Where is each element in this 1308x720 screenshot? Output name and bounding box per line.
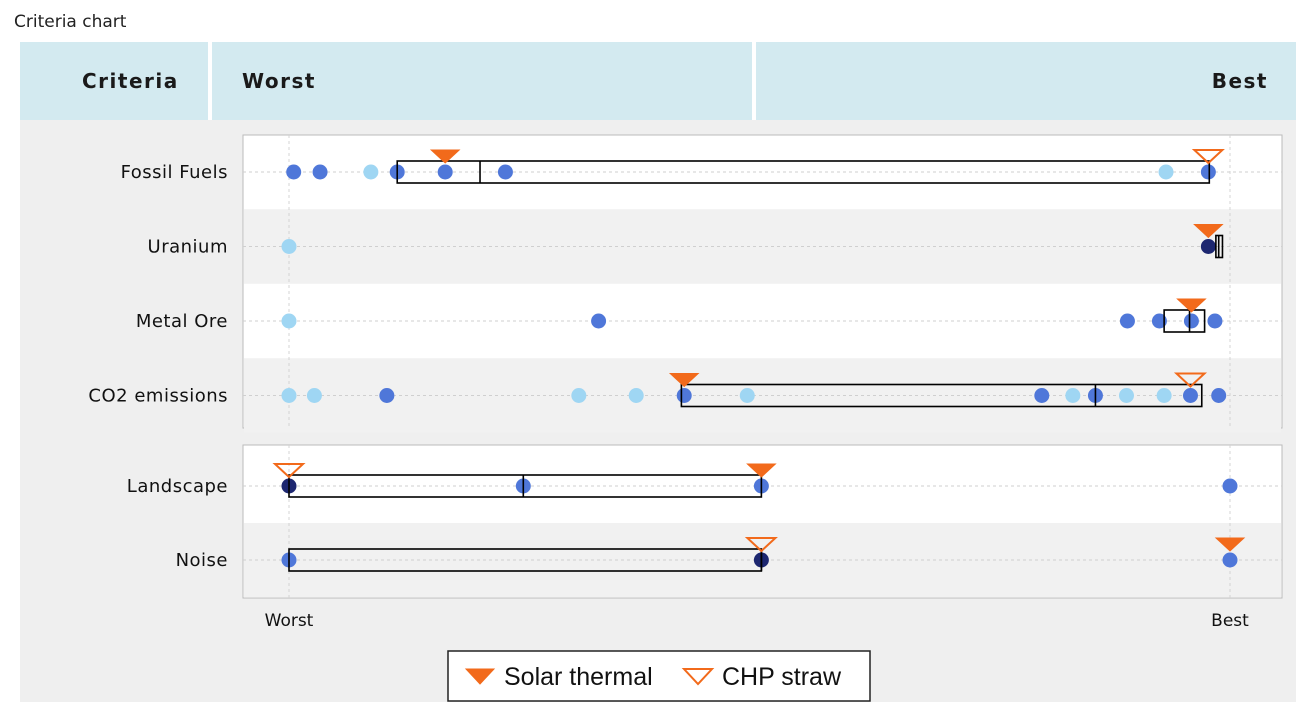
legend-entry-label: Solar thermal bbox=[504, 663, 653, 691]
data-point bbox=[1065, 388, 1081, 403]
criteria-marks-co2-emissions bbox=[281, 372, 1227, 408]
header-best-label: Best bbox=[1211, 69, 1268, 93]
data-point bbox=[312, 164, 328, 180]
criteria-row-noise: Noise bbox=[176, 523, 1282, 597]
header-divider-1 bbox=[208, 42, 212, 120]
data-point bbox=[1151, 313, 1167, 329]
solar-thermal-marker bbox=[1214, 537, 1246, 552]
data-point bbox=[363, 164, 379, 180]
x-axis-tick-label: Worst bbox=[265, 611, 314, 631]
criteria-row-metal-ore: Metal Ore bbox=[136, 311, 1282, 332]
criteria-label: CO2 emissions bbox=[88, 386, 228, 407]
header-criteria-label: Criteria bbox=[82, 69, 179, 93]
criteria-label: Landscape bbox=[127, 476, 228, 497]
x-axis-tick-label: Best bbox=[1211, 611, 1249, 631]
data-point bbox=[1183, 313, 1199, 329]
legend-box bbox=[447, 650, 871, 702]
chp-straw-marker bbox=[272, 463, 306, 479]
range-box bbox=[288, 474, 763, 498]
data-point bbox=[1118, 388, 1134, 403]
chart-legend: Solar thermal CHP straw bbox=[447, 650, 871, 702]
page-title: Criteria chart bbox=[14, 12, 127, 32]
data-point bbox=[1182, 388, 1198, 403]
data-point bbox=[1200, 164, 1216, 180]
data-point bbox=[1119, 313, 1135, 329]
chp-straw-marker bbox=[1191, 149, 1225, 165]
data-point bbox=[1222, 552, 1238, 568]
solar-thermal-marker bbox=[668, 373, 700, 388]
criteria-label: Uranium bbox=[148, 237, 228, 258]
criteria-group-2: Landscape Noise bbox=[127, 444, 1283, 599]
solar-thermal-marker bbox=[1193, 224, 1224, 239]
header-divider-2 bbox=[752, 42, 756, 120]
range-box bbox=[680, 383, 1203, 408]
criteria-label: Noise bbox=[176, 550, 228, 571]
criteria-row-uranium: Uranium bbox=[148, 209, 1282, 284]
data-point bbox=[281, 388, 297, 403]
range-box bbox=[396, 160, 1211, 184]
data-point bbox=[1207, 313, 1223, 329]
data-point bbox=[281, 239, 297, 254]
criteria-marks-fossil-fuels bbox=[286, 149, 1225, 184]
criteria-label: Metal Ore bbox=[136, 311, 228, 332]
criteria-marks-noise bbox=[281, 537, 1246, 572]
data-point bbox=[306, 388, 322, 403]
legend-entry-label: CHP straw bbox=[722, 663, 842, 691]
data-point bbox=[286, 164, 302, 180]
solar-thermal-marker bbox=[1176, 298, 1207, 313]
data-point bbox=[1158, 164, 1174, 180]
solar-thermal-marker bbox=[746, 463, 777, 478]
criteria-row-landscape: Landscape bbox=[127, 476, 1282, 497]
data-point bbox=[497, 164, 513, 180]
criteria-label: Fossil Fuels bbox=[121, 162, 228, 183]
data-point bbox=[379, 388, 395, 403]
criteria-marks-metal-ore bbox=[281, 298, 1223, 333]
data-point bbox=[1156, 388, 1172, 403]
legend-marker bbox=[464, 668, 496, 685]
criteria-group-1: Fossil Fuels Uranium Metal Ore CO2 emission… bbox=[88, 134, 1283, 433]
solar-thermal-marker bbox=[429, 149, 461, 164]
range-box bbox=[1163, 309, 1206, 333]
data-point bbox=[1211, 388, 1227, 403]
data-point bbox=[739, 388, 755, 403]
chp-straw-marker bbox=[744, 537, 778, 553]
data-point bbox=[1034, 388, 1050, 403]
data-point bbox=[1222, 478, 1238, 494]
data-point bbox=[571, 388, 587, 403]
criteria-header-bar: Criteria Worst Best bbox=[20, 42, 1296, 120]
header-worst-label: Worst bbox=[242, 69, 316, 93]
data-point bbox=[1200, 239, 1216, 254]
criteria-marks-uranium bbox=[281, 224, 1224, 259]
legend-marker bbox=[681, 668, 715, 686]
criteria-row-co2-emissions: CO2 emissions bbox=[88, 358, 1282, 433]
data-point bbox=[676, 388, 692, 403]
criteria-chart: Fossil Fuels Uranium Metal Ore CO2 emission… bbox=[88, 134, 1283, 702]
criteria-row-fossil-fuels: Fossil Fuels bbox=[121, 162, 1282, 183]
chp-straw-marker bbox=[1173, 372, 1208, 388]
data-point bbox=[591, 313, 607, 329]
criteria-marks-landscape bbox=[272, 463, 1238, 498]
criteria-chart-panel: Fossil Fuels Uranium Metal Ore CO2 emission… bbox=[20, 120, 1296, 702]
data-point bbox=[281, 313, 297, 329]
data-point bbox=[437, 164, 453, 180]
data-point bbox=[628, 388, 644, 403]
